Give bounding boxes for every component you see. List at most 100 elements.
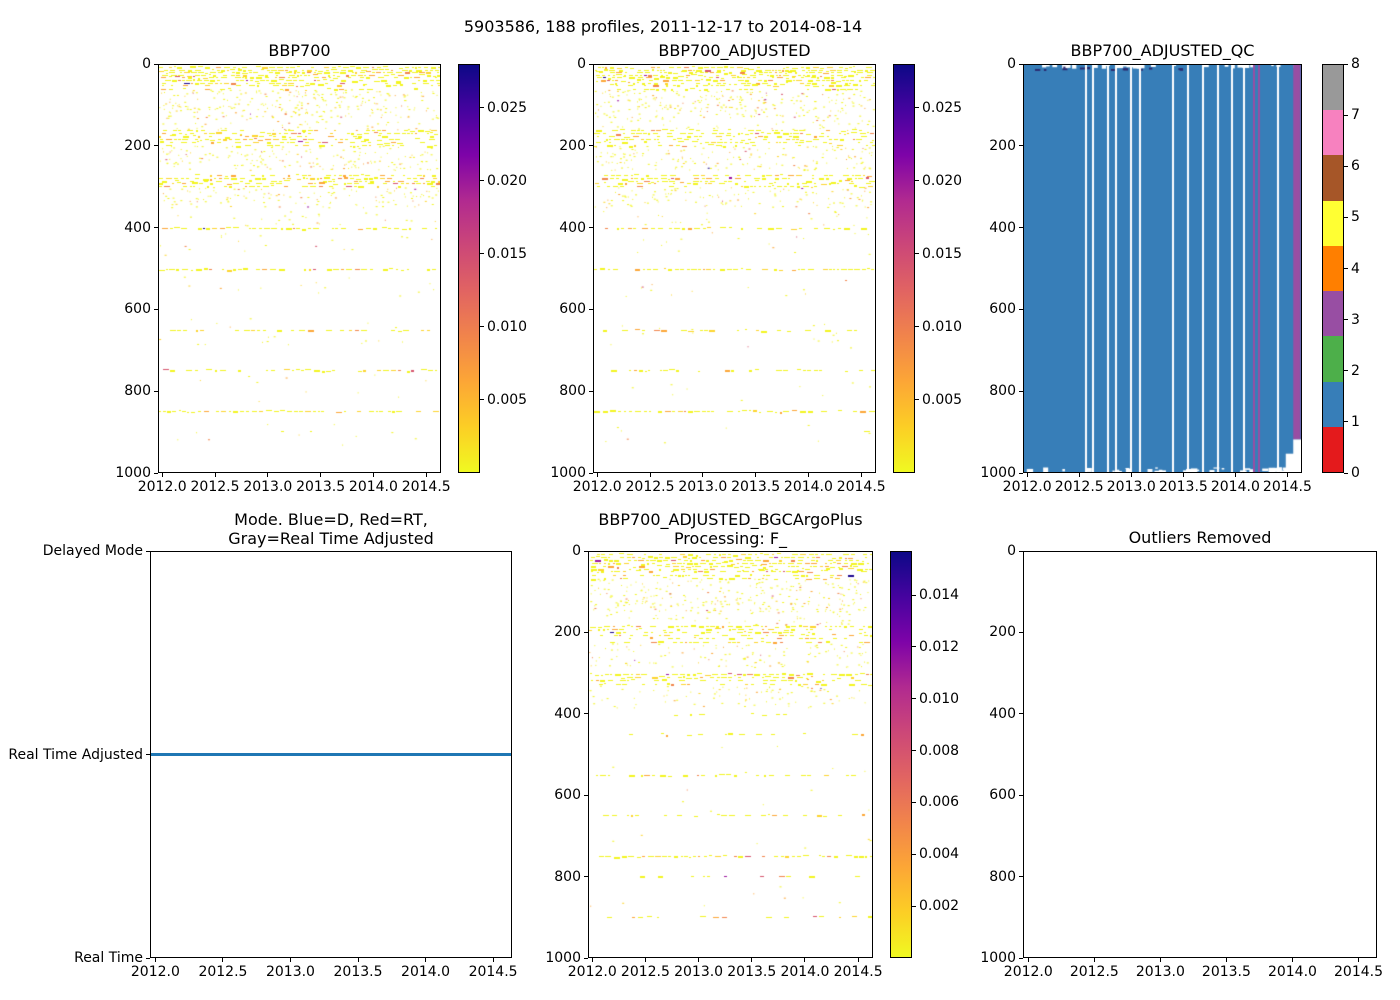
colorbar-tick-label: 2 [1351,362,1360,379]
colorbar-tick-label: 3 [1351,311,1360,328]
colorbar-tick-label: 0.015 [487,245,528,262]
colorbar-block [1323,200,1343,246]
colorbar-tick-label: 4 [1351,260,1360,277]
y-tick-mark [154,308,158,310]
y-tick-label: 600 [554,787,581,804]
y-tick-mark [584,876,588,878]
colorbar-blocks [1323,65,1343,472]
colorbar-tick-mark [480,107,484,109]
y-tick-label: 200 [989,624,1016,641]
y-tick-label: 600 [989,787,1016,804]
colorbar-tick-mark [480,399,484,401]
x-tick-mark [425,473,427,477]
colorbar-block [1323,110,1343,156]
qc-heatmap-canvas [1024,65,1301,472]
x-tick-label: 2013.5 [1158,479,1208,495]
colorbar-tick-mark [912,853,916,855]
colorbar-tick-label: 0.002 [919,898,960,915]
colorbar-tick-label: 0.010 [922,318,963,335]
x-tick-label: 2012.5 [625,479,675,495]
mode-line [151,753,511,756]
y-tick-label: 400 [989,219,1016,236]
x-tick-mark [649,473,651,477]
colorbar-tick-mark [912,698,916,700]
y-tick-label: 800 [554,868,581,885]
plot-area-qc [1023,64,1302,473]
colorbar-tick-label: 8 [1351,56,1360,72]
y-tick-label: 1000 [550,465,586,481]
y-tick-mark [146,957,150,959]
y-tick-label: 800 [124,383,151,400]
colorbar-tick-mark [1344,319,1348,321]
panel-title-outliers: Outliers Removed [1128,528,1272,547]
x-tick-mark [372,473,374,477]
x-tick-label: 2013.5 [333,964,383,980]
x-tick-mark [591,958,593,962]
y-tick-label: 0 [572,543,581,559]
heatmap-canvas-bbp700-adjusted [594,65,875,472]
x-tick-label: 2012.5 [1054,479,1104,495]
colorbar-tick-label: 0.015 [922,245,963,262]
y-tick-label: 400 [989,705,1016,722]
colorbar-tick-mark [915,180,919,182]
colorbar-block [1323,155,1343,201]
y-tick-label: 1000 [980,465,1016,481]
colorbar-block [1323,245,1343,292]
x-tick-label: 2013.5 [296,479,346,495]
y-tick-label: 400 [559,219,586,236]
colorbar-tick-mark [1344,268,1348,269]
y-tick-mark [584,957,588,959]
x-tick-mark [644,958,646,962]
colorbar-tick-label: 0.004 [919,846,960,863]
x-tick-mark [1027,958,1029,962]
x-tick-mark [755,473,757,477]
x-tick-label: 2014.0 [780,964,830,980]
colorbar-tick-label: 7 [1351,107,1360,124]
x-tick-label: 2013.0 [674,964,724,980]
colorbar-tick-mark [912,801,916,803]
y-tick-label: 600 [989,301,1016,318]
x-tick-mark [596,473,598,477]
colorbar-tick-mark [1344,216,1348,218]
plot-area-bbp700 [158,64,441,473]
x-tick-mark [222,958,224,962]
panel-title-bbp700: BBP700 [268,41,331,60]
colorbar-tick-label: 0.005 [487,391,528,408]
colorbar-block [1323,65,1343,111]
y-tick-label: Real Time [74,950,143,966]
x-tick-label: 2014.5 [401,479,451,495]
panel-title-bgcargoplus: BBP700_ADJUSTED_BGCArgoPlus Processing: … [598,510,863,548]
panel-title-qc: BBP700_ADJUSTED_QC [1070,41,1255,60]
colorbar-block [1323,426,1343,472]
y-tick-mark [154,227,158,229]
y-tick-label: 400 [554,705,581,722]
y-tick-label: Real Time Adjusted [8,746,143,763]
y-tick-label: 1000 [545,950,581,966]
y-tick-mark [1019,957,1023,959]
x-tick-mark [1159,958,1161,962]
x-tick-mark [492,958,494,962]
colorbar-tick-mark [915,107,919,109]
x-tick-label: 2012.0 [130,964,180,980]
x-tick-label: 2012.0 [1002,479,1052,495]
x-tick-label: 2012.0 [137,479,187,495]
colorbar-tick-label: 1 [1351,413,1360,430]
plot-area-mode [150,551,512,958]
y-tick-mark [589,145,593,147]
x-tick-label: 2014.5 [468,964,518,980]
colorbar-tick-label: 0.005 [922,391,963,408]
x-tick-label: 2013.0 [678,479,728,495]
x-tick-mark [698,958,700,962]
colorbar-tick-label: 0.020 [922,172,963,189]
y-tick-label: 200 [989,137,1016,154]
x-tick-mark [1078,473,1080,477]
x-tick-label: 2012.5 [620,964,670,980]
y-tick-label: 0 [577,56,586,72]
y-tick-mark [584,631,588,633]
y-tick-mark [154,390,158,392]
colorbar-tick-mark [1344,165,1348,167]
x-tick-label: 2012.5 [190,479,240,495]
colorbar-bgcargoplus [890,551,912,958]
y-tick-mark [589,63,593,65]
y-tick-mark [1019,390,1023,392]
